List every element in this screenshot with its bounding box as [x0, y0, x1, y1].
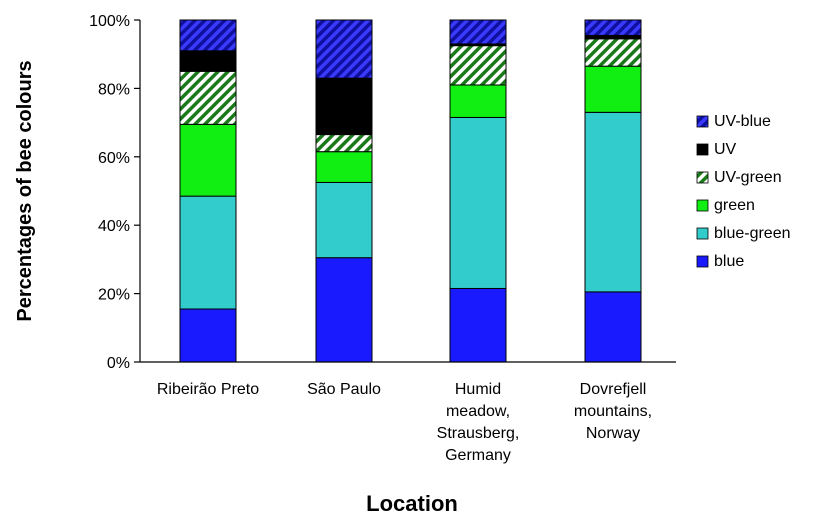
x-category-label: Ribeirão Preto	[157, 381, 259, 398]
legend-swatch	[696, 255, 709, 268]
legend-swatch	[696, 115, 709, 128]
x-axis: Ribeirão Preto São Paulo Humid meadow, Strau…	[140, 361, 676, 464]
legend-item-uv-green: UV-green	[696, 169, 782, 186]
legend-label: UV-blue	[714, 113, 771, 130]
plot-area	[179, 19, 642, 363]
bar-stack-s-o-paulo	[315, 19, 373, 363]
bar-segment-blue-green	[179, 195, 237, 310]
bar-segment-uv-green	[315, 134, 373, 153]
legend-swatch	[696, 199, 709, 212]
bar-segment-blue	[449, 287, 507, 363]
bar-segment-uv	[584, 34, 642, 40]
x-category-label: Humid meadow, Strausberg, Germany	[437, 381, 520, 464]
bar-segment-uv	[179, 50, 237, 72]
y-tick-label: 80%	[98, 81, 130, 98]
bar-segment-green	[584, 65, 642, 113]
bar-segment-uv-blue	[584, 19, 642, 36]
y-tick-label: 40%	[98, 218, 130, 235]
legend-label: UV	[714, 141, 737, 158]
bar-segment-blue	[315, 257, 373, 363]
bar-stack-dovrefjell-mountains-norway	[584, 19, 642, 363]
bar-segment-uv-blue	[449, 19, 507, 45]
bar-segment-uv-green	[584, 38, 642, 67]
bar-segment-green	[449, 84, 507, 118]
y-tick-label: 0%	[107, 355, 130, 372]
legend-label: UV-green	[714, 169, 782, 186]
bar-segment-uv-green	[179, 70, 237, 125]
bar-segment-blue-green	[584, 111, 642, 293]
legend-swatch	[696, 143, 709, 156]
bar-segment-green	[315, 151, 373, 183]
y-axis: 0% 20% 40% 60% 80% 100%	[89, 13, 141, 372]
bar-segment-uv-green	[449, 45, 507, 86]
legend-label: blue	[714, 253, 744, 270]
legend-label: blue-green	[714, 225, 791, 242]
bar-segment-blue	[179, 308, 237, 363]
bar-stack-ribeir-o-preto	[179, 19, 237, 363]
legend-item-uv: UV	[696, 141, 737, 158]
bar-segment-uv	[315, 77, 373, 136]
bar-segment-blue	[584, 291, 642, 363]
bar-stack-humid-meadow-strausberg-germany	[449, 19, 507, 363]
bar-segment-blue-green	[315, 181, 373, 259]
x-axis-title: Location	[366, 491, 458, 516]
legend-item-blue-green: blue-green	[696, 225, 791, 242]
x-category-label: São Paulo	[307, 381, 381, 398]
legend-swatch	[696, 227, 709, 240]
y-axis-title: Percentages of bee colours	[14, 60, 36, 321]
legend-item-uv-blue: UV-blue	[696, 113, 771, 130]
y-tick-label: 60%	[98, 150, 130, 167]
legend-item-blue: blue	[696, 253, 744, 270]
legend-item-green: green	[696, 197, 755, 214]
bar-segment-uv-blue	[179, 19, 237, 52]
bar-segment-uv-blue	[315, 19, 373, 79]
legend-swatch	[696, 171, 709, 184]
bar-segment-blue-green	[449, 116, 507, 289]
y-tick-label: 20%	[98, 287, 130, 304]
y-tick-label: 100%	[89, 13, 130, 30]
legend-label: green	[714, 197, 755, 214]
legend: UV-blue UV UV-green green blue-green blue	[696, 113, 791, 270]
bar-segment-green	[179, 123, 237, 197]
x-category-label: Dovrefjell mountains, Norway	[574, 381, 652, 442]
